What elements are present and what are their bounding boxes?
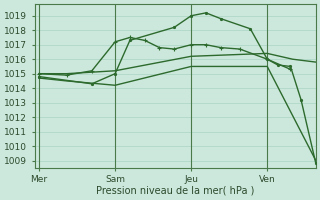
X-axis label: Pression niveau de la mer( hPa ): Pression niveau de la mer( hPa ) <box>96 186 254 196</box>
